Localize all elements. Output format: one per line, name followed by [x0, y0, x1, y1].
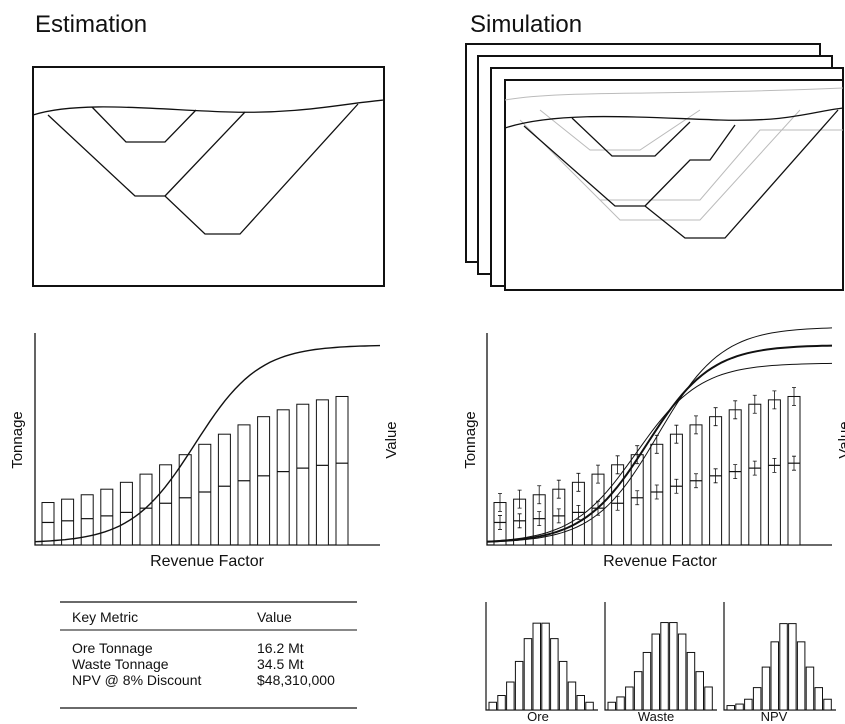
histogram-bar [824, 699, 832, 710]
table-cell: 16.2 Mt [257, 640, 304, 656]
histogram-bar [542, 623, 550, 710]
histogram-bar [678, 634, 686, 710]
bar [120, 482, 132, 545]
bar [62, 499, 74, 545]
x-axis-label: Revenue Factor [603, 553, 718, 570]
y2-axis-label: Value [836, 421, 845, 458]
histogram-bar [489, 702, 497, 710]
histogram-bar [617, 697, 625, 710]
histogram-bar [586, 702, 594, 710]
panel-title: Simulation [470, 11, 582, 38]
histogram-bar [771, 642, 779, 710]
histogram-bar [634, 672, 642, 710]
bar [101, 489, 113, 545]
bar [42, 503, 54, 545]
metrics-table: Key Metric Value Ore Tonnage 16.2 Mt Was… [60, 602, 357, 708]
histogram-bar [745, 699, 753, 710]
histogram-bar [762, 667, 770, 710]
bar [336, 396, 348, 545]
bar [788, 396, 800, 545]
histogram-bar [533, 623, 541, 710]
histogram-bar [727, 706, 735, 710]
table-cell: Waste Tonnage [72, 656, 169, 672]
histogram-bar [705, 687, 713, 710]
histogram-bar [806, 667, 814, 710]
table-cell: $48,310,000 [257, 672, 335, 688]
histogram-bar [507, 682, 514, 710]
pit-simulations [466, 44, 843, 290]
bar [140, 474, 152, 545]
panel-title: Estimation [35, 11, 147, 38]
y-axis-label: Tonnage [9, 411, 26, 469]
histogram-bar [780, 624, 788, 710]
histogram-bar [515, 661, 523, 710]
bar [258, 417, 270, 545]
bar [297, 404, 309, 545]
histogram-bar [498, 696, 506, 710]
histogram-label: Ore [527, 709, 549, 724]
estimation-chart [35, 333, 380, 545]
bar [316, 400, 328, 545]
histogram-bar [643, 652, 651, 710]
bar [199, 444, 211, 545]
histogram-bar [670, 623, 678, 710]
histogram-label: Waste [638, 709, 674, 724]
y2-axis-label: Value [383, 421, 400, 458]
bar [238, 425, 250, 545]
x-axis-label: Revenue Factor [150, 553, 265, 570]
table-cell: Ore Tonnage [72, 640, 153, 656]
histogram-bar [753, 688, 761, 710]
histogram-bar [797, 642, 805, 710]
histogram-bar [559, 661, 567, 710]
histogram-bar [789, 624, 797, 710]
histogram-bar [815, 688, 823, 710]
bar [179, 455, 191, 545]
histogram-bar [696, 672, 704, 710]
pit-diagram [33, 67, 384, 286]
histogram-bar [608, 702, 616, 710]
y-axis-label: Tonnage [462, 411, 479, 469]
histogram-bar [661, 623, 669, 710]
figure: Estimation Simulation Tonnage Value Reve… [0, 0, 845, 724]
histograms [486, 602, 836, 710]
histogram-bar [524, 639, 532, 710]
table-cell: NPV @ 8% Discount [72, 672, 201, 688]
histogram-bar [577, 696, 585, 710]
table-cell: 34.5 Mt [257, 656, 304, 672]
table-header: Key Metric [72, 609, 138, 625]
bar [218, 434, 230, 545]
bar [277, 410, 289, 545]
histogram-bar [626, 687, 634, 710]
table-header: Value [257, 609, 292, 625]
histogram-bar [652, 634, 660, 710]
histogram-bar [568, 682, 576, 710]
histogram-bar [687, 652, 695, 710]
histogram-bar [736, 704, 744, 710]
simulation-chart [487, 328, 832, 545]
histogram-label: NPV [761, 709, 788, 724]
bar [160, 465, 172, 545]
histogram-bar [551, 639, 559, 710]
